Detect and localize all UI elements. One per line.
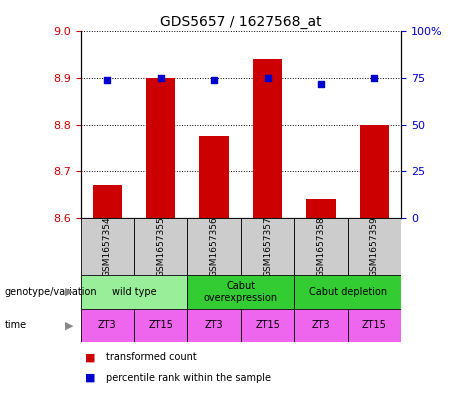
Text: GSM1657356: GSM1657356 [210, 216, 219, 277]
Bar [306, 199, 336, 218]
Text: ZT15: ZT15 [362, 320, 387, 330]
Text: ■: ■ [85, 373, 96, 383]
Bar [348, 218, 401, 275]
Text: wild type: wild type [112, 287, 156, 297]
Text: transformed count: transformed count [106, 353, 197, 362]
Bar [348, 309, 401, 342]
Text: GSM1657358: GSM1657358 [316, 216, 325, 277]
Bar [200, 136, 229, 218]
Bar [93, 185, 122, 218]
Bar [294, 218, 348, 275]
Bar [188, 218, 241, 275]
Text: GSM1657355: GSM1657355 [156, 216, 165, 277]
Text: percentile rank within the sample: percentile rank within the sample [106, 373, 271, 383]
Title: GDS5657 / 1627568_at: GDS5657 / 1627568_at [160, 15, 322, 29]
Bar [241, 309, 294, 342]
Bar [81, 309, 134, 342]
Bar [294, 275, 401, 309]
Bar [81, 275, 188, 309]
Text: Cabut
overexpression: Cabut overexpression [204, 281, 278, 303]
Text: GSM1657359: GSM1657359 [370, 216, 379, 277]
Point [371, 75, 378, 81]
Text: GSM1657354: GSM1657354 [103, 216, 112, 277]
Text: GSM1657357: GSM1657357 [263, 216, 272, 277]
Bar [241, 218, 294, 275]
Text: ▶: ▶ [65, 287, 74, 297]
Point [317, 81, 325, 87]
Bar [134, 309, 188, 342]
Text: genotype/variation: genotype/variation [5, 287, 97, 297]
Point [211, 77, 218, 83]
Text: Cabut depletion: Cabut depletion [308, 287, 387, 297]
Bar [134, 218, 188, 275]
Text: ZT3: ZT3 [312, 320, 330, 330]
Text: ■: ■ [85, 353, 96, 362]
Bar [360, 125, 389, 218]
Point [264, 75, 271, 81]
Text: ZT15: ZT15 [255, 320, 280, 330]
Point [157, 75, 165, 81]
Text: ZT3: ZT3 [205, 320, 224, 330]
Bar [146, 78, 176, 218]
Bar [294, 309, 348, 342]
Point [104, 77, 111, 83]
Bar [188, 309, 241, 342]
Bar [253, 59, 282, 218]
Bar [188, 275, 294, 309]
Bar [81, 218, 134, 275]
Text: ▶: ▶ [65, 320, 74, 330]
Text: ZT3: ZT3 [98, 320, 117, 330]
Text: ZT15: ZT15 [148, 320, 173, 330]
Text: time: time [5, 320, 27, 330]
